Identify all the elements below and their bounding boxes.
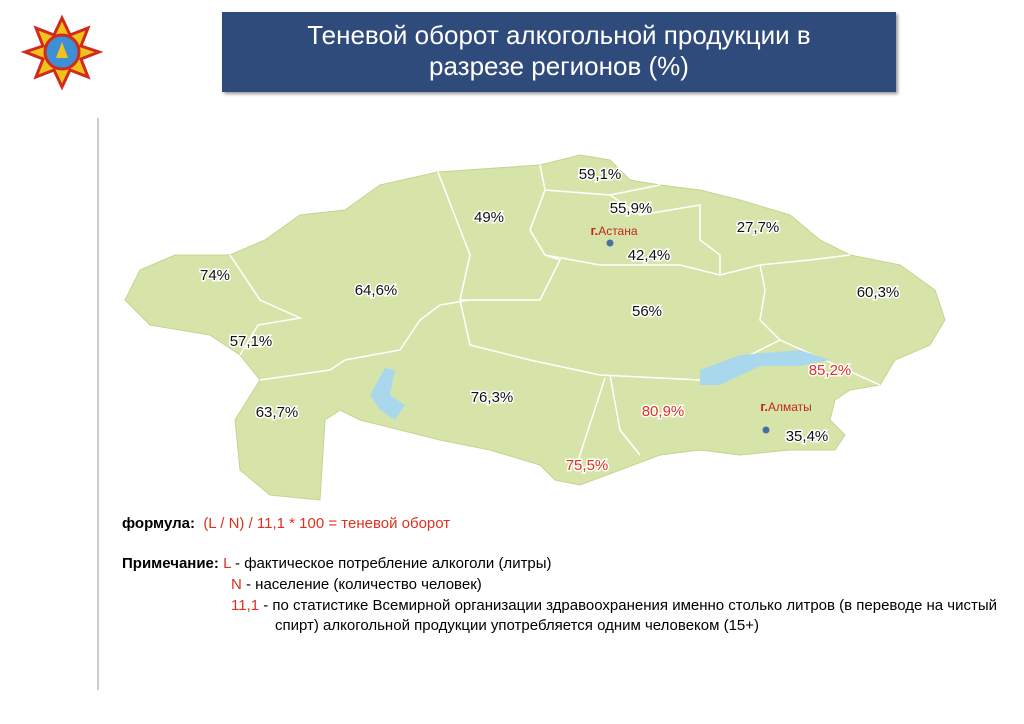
note-line: N - население (количество человек) bbox=[231, 576, 482, 593]
lakes bbox=[370, 350, 830, 420]
formula-label: формула: bbox=[122, 515, 195, 532]
region-label: 76,3% bbox=[471, 389, 514, 406]
region-label: 55,9% bbox=[610, 200, 653, 217]
city-dot bbox=[606, 239, 614, 247]
note-term: L bbox=[223, 555, 231, 572]
note-term: N bbox=[231, 576, 242, 593]
formula-text: (L / N) / 11,1 * 100 = теневой оборот bbox=[203, 515, 451, 532]
note-text: - население (количество человек) bbox=[246, 576, 482, 593]
country-outline bbox=[124, 154, 946, 501]
region-label: 64,6% bbox=[355, 282, 398, 299]
region-label: 57,1% bbox=[230, 333, 273, 350]
formula: формула: (L / N) / 11,1 * 100 = теневой … bbox=[122, 515, 450, 532]
region-label: 75,5% bbox=[566, 457, 609, 474]
city-prefix: г. bbox=[760, 399, 768, 414]
note-line: 11,1 - по статистике Всемирной организац… bbox=[231, 596, 1018, 636]
region-label: 60,3% bbox=[857, 284, 900, 301]
region-label: 35,4% bbox=[786, 428, 829, 445]
city-name: Алматы bbox=[768, 400, 812, 414]
city-dot bbox=[762, 426, 770, 434]
note-line: Примечание: L - фактическое потребление … bbox=[122, 555, 552, 572]
note-label: Примечание: bbox=[122, 555, 219, 572]
region-label: 27,7% bbox=[737, 219, 780, 236]
city-label: г.Алматы bbox=[760, 399, 812, 414]
region-label: 63,7% bbox=[256, 404, 299, 421]
city-name: Астана bbox=[598, 224, 638, 238]
note-term: 11,1 bbox=[231, 597, 260, 614]
city-label: г.Астана bbox=[590, 223, 637, 238]
region-label: 56% bbox=[632, 303, 662, 320]
region-borders bbox=[229, 164, 881, 471]
logo bbox=[20, 14, 104, 91]
note-text: - по статистике Всемирной организации зд… bbox=[263, 597, 998, 634]
region-label: 80,9% bbox=[642, 403, 685, 420]
city-prefix: г. bbox=[590, 223, 598, 238]
region-label: 49% bbox=[474, 209, 504, 226]
region-label: 74% bbox=[200, 267, 230, 284]
note-text: - фактическое потребление алкоголи (литр… bbox=[235, 555, 552, 572]
region-label: 85,2% bbox=[809, 362, 852, 379]
slide-title: Теневой оборот алкогольной продукции в р… bbox=[222, 12, 896, 92]
region-label: 59,1% bbox=[579, 166, 622, 183]
region-label: 42,4% bbox=[628, 247, 671, 264]
